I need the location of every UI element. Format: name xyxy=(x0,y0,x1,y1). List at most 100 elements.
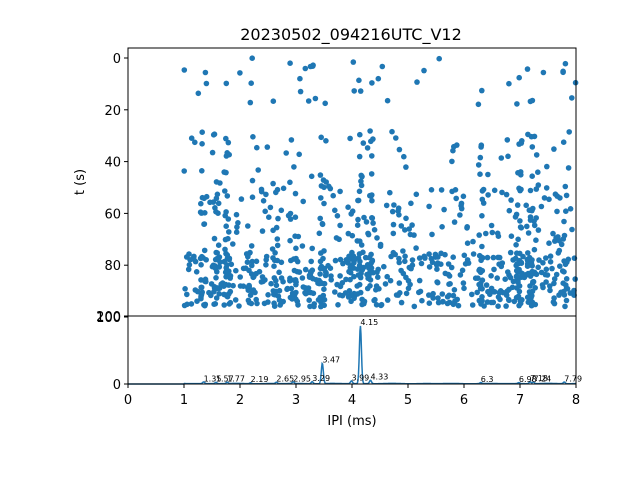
scatter-point xyxy=(354,222,361,228)
scatter-point xyxy=(439,224,445,230)
scatter-point xyxy=(496,289,503,296)
scatter-point xyxy=(555,250,562,256)
scatter-point xyxy=(253,296,259,303)
scatter-point xyxy=(280,278,286,285)
scatter-point xyxy=(464,257,471,263)
scatter-point xyxy=(194,298,200,305)
scatter-point xyxy=(513,294,520,301)
scatter-y-tick-label: 80 xyxy=(104,259,121,274)
scatter-point xyxy=(560,280,566,287)
scatter-point xyxy=(351,88,358,94)
scatter-point xyxy=(543,266,550,273)
scatter-point xyxy=(464,240,471,246)
scatter-point xyxy=(458,200,465,207)
scatter-point xyxy=(318,134,325,141)
scatter-point xyxy=(318,195,324,201)
scatter-point xyxy=(192,139,198,146)
scatter-point xyxy=(538,203,545,210)
scatter-point xyxy=(361,214,367,221)
scatter-point xyxy=(332,207,338,214)
histogram-panel: 1.351.571.77 2.19 2.652.95 3.29 3.47 3.99 4.15… xyxy=(96,310,582,429)
histogram-x-axis-label: IPI (ms) xyxy=(327,414,376,429)
scatter-point xyxy=(215,200,222,207)
scatter-point xyxy=(225,235,231,242)
scatter-point xyxy=(249,194,256,200)
scatter-point xyxy=(484,299,491,305)
scatter-point xyxy=(479,87,485,94)
scatter-point xyxy=(297,75,303,82)
scatter-point xyxy=(218,281,224,288)
scatter-point xyxy=(347,135,353,142)
scatter-point xyxy=(478,142,485,148)
scatter-point xyxy=(549,265,555,272)
scatter-point xyxy=(184,291,190,298)
scatter-point xyxy=(496,254,503,261)
scatter-point xyxy=(357,88,364,94)
scatter-point xyxy=(477,171,483,177)
scatter-point xyxy=(360,140,367,146)
scatter-point xyxy=(524,223,530,230)
scatter-point xyxy=(436,55,443,62)
scatter-point xyxy=(508,197,514,203)
scatter-point xyxy=(535,169,541,175)
scatter-point xyxy=(470,251,477,257)
scatter-point xyxy=(560,68,566,75)
scatter-point xyxy=(288,137,295,143)
scatter-point xyxy=(557,195,563,201)
scatter-point xyxy=(518,140,525,146)
scatter-y-tick-label: 0 xyxy=(113,52,121,67)
scatter-point xyxy=(384,273,391,280)
scatter-point xyxy=(539,282,546,288)
scatter-point xyxy=(337,292,343,298)
scatter-point xyxy=(322,100,329,107)
histogram-x-tick-label: 0 xyxy=(124,393,132,408)
scatter-point xyxy=(215,285,221,292)
scatter-point xyxy=(222,269,229,276)
scatter-point xyxy=(516,288,523,295)
scatter-point xyxy=(528,133,535,140)
scatter-point xyxy=(562,183,569,190)
scatter-point xyxy=(560,236,567,242)
scatter-point xyxy=(494,230,501,237)
scatter-point xyxy=(367,128,373,134)
scatter-point xyxy=(563,276,570,282)
scatter-point xyxy=(188,135,195,141)
scatter-point xyxy=(355,272,362,278)
scatter-point xyxy=(426,292,432,298)
scatter-point xyxy=(320,292,327,299)
scatter-point xyxy=(223,281,229,288)
scatter-point xyxy=(374,235,380,241)
scatter-point xyxy=(292,214,299,220)
scatter-point xyxy=(264,144,271,150)
scatter-point xyxy=(547,287,553,294)
scatter-point xyxy=(316,280,323,287)
histogram-x-ticks: 0 1 2 3 4 5 6 7 8 xyxy=(124,384,580,408)
scatter-point xyxy=(295,233,302,240)
scatter-point xyxy=(517,187,523,194)
scatter-point xyxy=(275,215,281,222)
scatter-point xyxy=(199,129,205,135)
scatter-point xyxy=(477,267,484,273)
scatter-point xyxy=(236,303,242,309)
scatter-point xyxy=(208,281,215,287)
scatter-point xyxy=(186,262,193,268)
scatter-point xyxy=(198,277,204,283)
scatter-point xyxy=(479,188,486,194)
scatter-point xyxy=(499,189,505,196)
peak-label: 1.77 xyxy=(227,375,245,384)
scatter-point xyxy=(245,297,252,304)
scatter-point xyxy=(563,259,569,265)
scatter-y-axis-label: t (s) xyxy=(73,169,88,195)
peak-label: 7.18 xyxy=(530,374,548,383)
scatter-point xyxy=(532,301,539,308)
scatter-point xyxy=(201,247,208,254)
scatter-point xyxy=(421,67,427,74)
scatter-point xyxy=(553,271,560,278)
scatter-point xyxy=(316,230,323,237)
scatter-point xyxy=(355,197,361,204)
scatter-point xyxy=(358,178,364,184)
scatter-point xyxy=(457,212,463,218)
scatter-point xyxy=(419,297,425,304)
scatter-point xyxy=(333,235,340,241)
